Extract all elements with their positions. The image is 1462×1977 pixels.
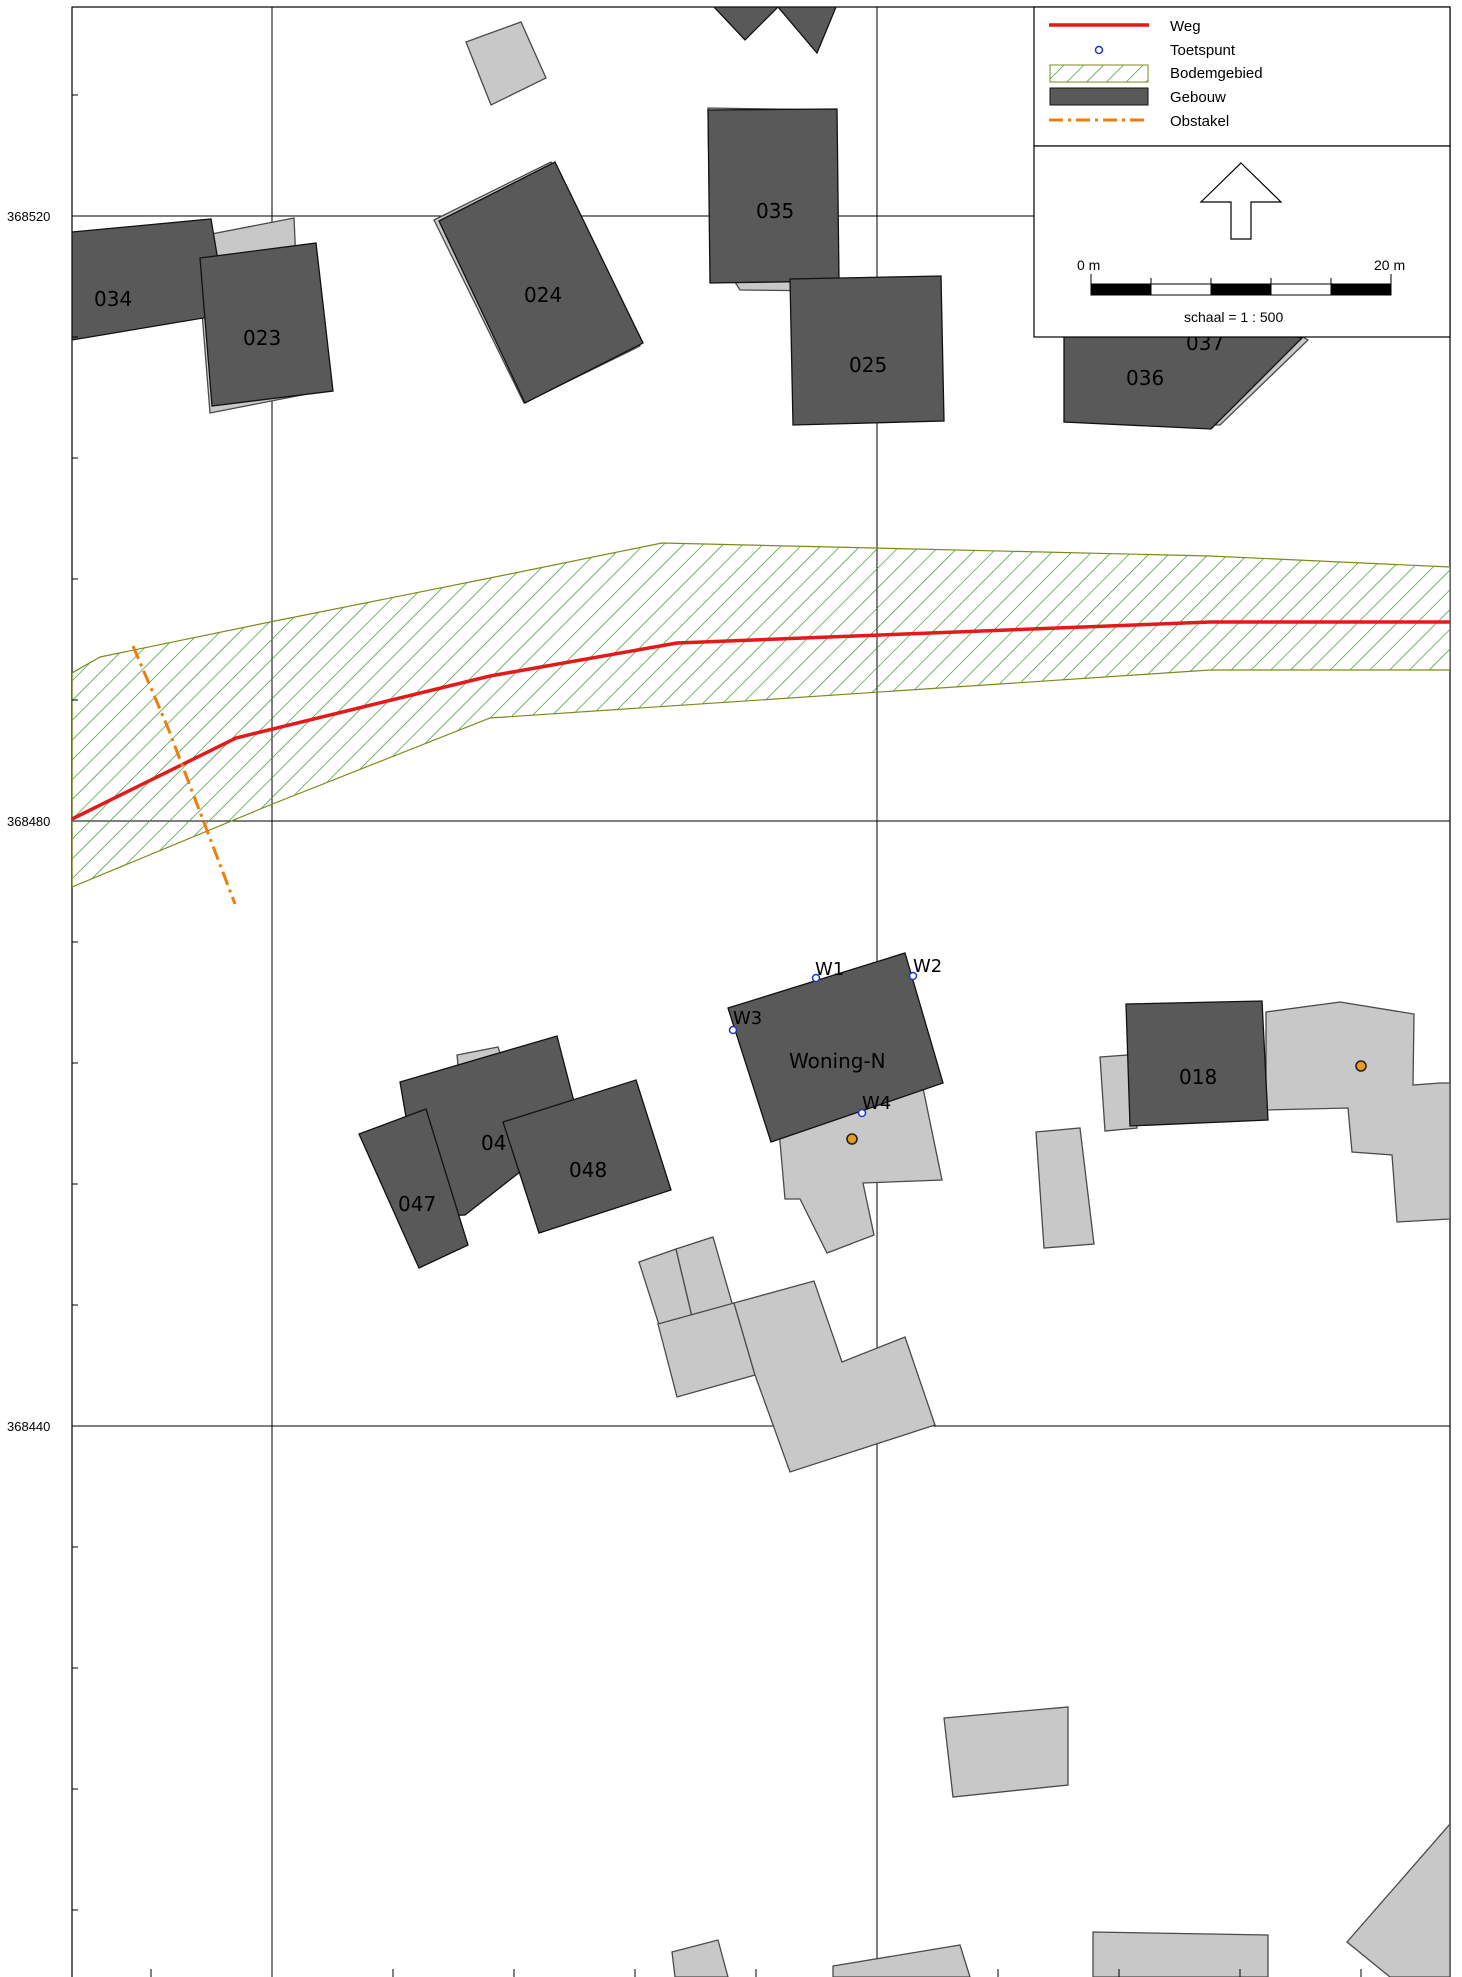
y-coordinate-label: 368440 xyxy=(7,1419,50,1434)
legend-label: Toetspunt xyxy=(1170,42,1236,59)
building-018 xyxy=(1125,1000,1269,1127)
label-047: 047 xyxy=(398,1192,436,1216)
building-047 xyxy=(358,1108,469,1269)
label-04x: 04 xyxy=(481,1131,506,1155)
y-axis-ticks xyxy=(72,94,78,1911)
testpoint-icon[interactable] xyxy=(857,1108,867,1118)
testpoint-icon xyxy=(1094,45,1104,55)
north-arrow-icon xyxy=(1199,162,1283,240)
label-035: 035 xyxy=(756,199,794,223)
legend-label: Obstakel xyxy=(1170,113,1229,130)
building-048 xyxy=(502,1079,672,1234)
building-035 xyxy=(707,108,840,284)
building-woning-n xyxy=(727,952,944,1143)
testpoint-icon[interactable] xyxy=(811,973,821,983)
label-023: 023 xyxy=(243,326,281,350)
label-034: 034 xyxy=(94,287,132,311)
testpoint-label-w2: W2 xyxy=(913,956,942,977)
scale-panel: 0 m 20 m schaal = 1 : 500 xyxy=(1033,145,1451,338)
marker-dot xyxy=(1355,1060,1367,1072)
testpoints xyxy=(728,971,918,1118)
label-024: 024 xyxy=(524,283,562,307)
legend-panel: Weg Toetspunt Bodemgebied Gebouw Obstake… xyxy=(1033,6,1451,147)
marker-dot xyxy=(846,1133,858,1145)
legend-hatch-symbol xyxy=(1049,64,1149,83)
building-top-edge xyxy=(713,7,779,41)
label-woning-n: Woning-N xyxy=(789,1049,886,1073)
testpoint-label-w1: W1 xyxy=(815,959,844,980)
label-036: 036 xyxy=(1126,366,1164,390)
label-018: 018 xyxy=(1179,1065,1217,1089)
legend-building-symbol xyxy=(1049,87,1149,106)
testpoint-icon[interactable] xyxy=(728,1025,738,1035)
weg-road-line xyxy=(72,620,1450,821)
building-top-edge-2 xyxy=(777,7,837,55)
obstakel-line xyxy=(131,645,237,905)
building-024 xyxy=(438,161,644,404)
legend-label: Weg xyxy=(1170,18,1201,35)
testpoint-label-w3: W3 xyxy=(733,1008,762,1029)
bodemgebied-area xyxy=(72,542,1450,888)
y-coordinate-label: 368520 xyxy=(7,209,50,224)
testpoint-label-w4: W4 xyxy=(862,1093,891,1114)
y-coordinate-label: 368480 xyxy=(7,814,50,829)
x-axis-ticks xyxy=(150,1969,1362,1977)
building-023 xyxy=(199,242,334,407)
legend-label: Bodemgebied xyxy=(1170,65,1263,82)
legend-label: Gebouw xyxy=(1170,89,1226,106)
source-markers xyxy=(846,1060,1367,1145)
scale-bar xyxy=(1090,274,1392,296)
label-048: 048 xyxy=(569,1158,607,1182)
building-025 xyxy=(789,275,945,426)
scale-text: schaal = 1 : 500 xyxy=(1184,309,1283,325)
label-025: 025 xyxy=(849,353,887,377)
scale-start-label: 0 m xyxy=(1077,257,1100,273)
testpoint-icon[interactable] xyxy=(908,971,918,981)
scale-end-label: 20 m xyxy=(1374,257,1405,273)
